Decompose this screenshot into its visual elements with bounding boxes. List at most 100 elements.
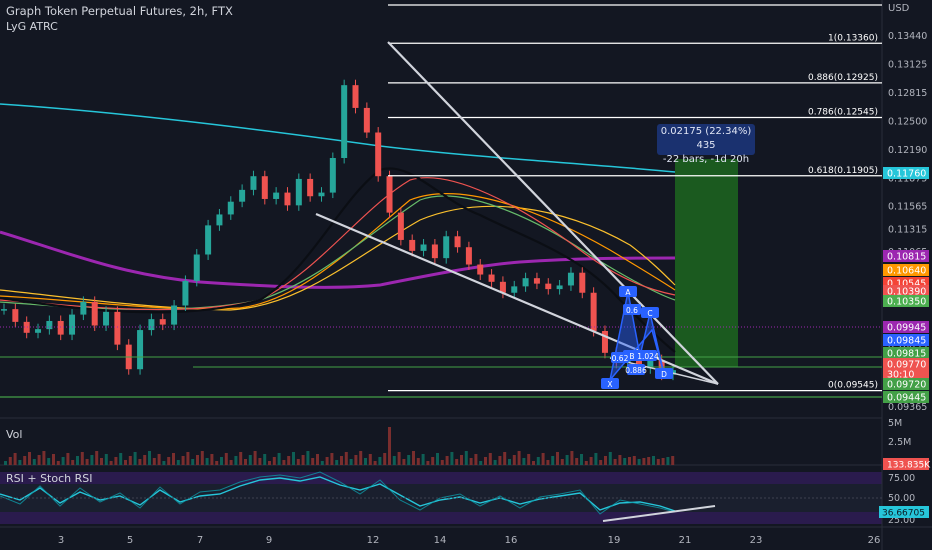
harmonic-label: A bbox=[625, 288, 631, 297]
candle-body bbox=[375, 132, 382, 177]
price-tick-label: 0.12190 bbox=[888, 145, 927, 156]
price-badge-label: 0.09815 bbox=[887, 349, 926, 360]
price-badge-label: 0.10350 bbox=[887, 297, 926, 308]
price-tick-label: 0.09365 bbox=[888, 402, 927, 413]
volume-bar bbox=[359, 451, 363, 465]
volume-bar bbox=[373, 461, 377, 465]
volume-bar bbox=[152, 458, 156, 465]
volume-tick-label: 5M bbox=[888, 418, 902, 429]
time-tick-label: 9 bbox=[266, 535, 272, 546]
volume-bar bbox=[95, 451, 99, 465]
volume-bar bbox=[210, 454, 214, 465]
fib-label: 0.786(0.12545) bbox=[808, 107, 878, 117]
price-tick-label: 0.12815 bbox=[888, 88, 927, 99]
currency-label: USD bbox=[888, 3, 910, 14]
volume-bar bbox=[32, 459, 36, 465]
price-axis-group[interactable]: 0.134400.131250.128150.125000.121900.118… bbox=[879, 31, 931, 526]
measure-tooltip-line2: -22 bars, -1d 20h bbox=[662, 154, 750, 165]
candle-body bbox=[193, 254, 200, 281]
harmonic-label-bg bbox=[601, 378, 619, 389]
price-badge-label: 0.09445 bbox=[887, 393, 926, 404]
volume-bar bbox=[623, 458, 627, 465]
volume-bar bbox=[392, 456, 396, 465]
volume-bar bbox=[512, 455, 516, 465]
harmonic-label-bg bbox=[655, 368, 673, 379]
volume-bar bbox=[124, 460, 127, 465]
rsi-pane-label: RSI + Stoch RSI bbox=[6, 472, 93, 485]
candle-body bbox=[295, 178, 302, 206]
volume-bar bbox=[661, 458, 665, 465]
rsi-badge-label: 36.66705 bbox=[882, 509, 925, 519]
candle-body bbox=[522, 278, 529, 287]
volume-bar bbox=[205, 458, 209, 465]
volume-bar bbox=[100, 458, 103, 465]
candle-body bbox=[511, 286, 518, 293]
price-badge bbox=[883, 378, 929, 390]
candle-body bbox=[420, 244, 427, 251]
candle-body bbox=[1, 309, 7, 311]
volume-bar bbox=[469, 458, 473, 465]
candles-group bbox=[1, 79, 676, 381]
volume-bar bbox=[215, 461, 219, 465]
rsi-tick-label: 25.00 bbox=[888, 515, 915, 526]
volume-bar bbox=[436, 453, 439, 465]
volume-bar bbox=[671, 456, 675, 465]
volume-bar bbox=[23, 456, 27, 465]
volume-bar bbox=[498, 456, 502, 465]
price-badge bbox=[883, 368, 929, 380]
candle-body bbox=[601, 330, 608, 353]
time-tick-label: 19 bbox=[608, 535, 621, 546]
volume-bar bbox=[277, 453, 281, 465]
volume-bar bbox=[479, 461, 483, 465]
price-badge bbox=[883, 264, 929, 276]
volume-bar bbox=[104, 454, 108, 465]
volume-bar bbox=[378, 457, 382, 465]
volume-bar bbox=[176, 460, 180, 465]
harmonic-label-bg bbox=[611, 352, 629, 363]
volume-bar bbox=[599, 460, 603, 465]
volume-bar bbox=[18, 460, 22, 465]
volume-bar bbox=[220, 457, 223, 465]
volume-bar bbox=[364, 458, 367, 465]
volume-bar bbox=[546, 460, 550, 465]
volume-bar bbox=[196, 455, 199, 465]
price-badge-label: 0.10545 bbox=[887, 279, 926, 290]
volume-bar bbox=[349, 459, 353, 465]
price-badge-label: 0.11760 bbox=[887, 169, 926, 180]
time-axis-group[interactable]: 3 5 7 9 12 14 16 19 21 23 26 bbox=[58, 535, 881, 546]
volume-bar bbox=[56, 461, 60, 465]
volume-bar bbox=[416, 458, 420, 465]
price-badge bbox=[883, 285, 929, 297]
candle-body bbox=[80, 301, 87, 315]
volume-bar bbox=[541, 453, 545, 465]
volume-bar bbox=[536, 457, 540, 465]
volume-bar bbox=[575, 458, 579, 465]
indicator-name: LyG ATRC bbox=[6, 20, 58, 33]
measure-target-box bbox=[675, 159, 738, 367]
volume-badge bbox=[883, 458, 929, 470]
volume-bar bbox=[287, 456, 291, 465]
candle-body bbox=[205, 225, 212, 255]
volume-bar bbox=[517, 451, 521, 465]
volume-bar bbox=[368, 454, 372, 465]
harmonic-label: X bbox=[607, 380, 612, 389]
volume-bar bbox=[551, 456, 555, 465]
volume-bar bbox=[344, 452, 348, 465]
candle-body bbox=[567, 272, 574, 286]
candle-body bbox=[182, 280, 189, 306]
rsi-line bbox=[0, 476, 676, 512]
ema-yellow-line bbox=[0, 205, 676, 311]
volume-bar bbox=[42, 451, 46, 465]
harmonic-label: B bbox=[629, 352, 634, 361]
price-tick-label: 0.13440 bbox=[888, 31, 927, 42]
volume-bar bbox=[522, 458, 526, 465]
volume-bar bbox=[248, 455, 252, 465]
measure-tooltip-line1: 0.02175 (22.34%) 435 bbox=[660, 126, 752, 151]
volume-bar bbox=[388, 427, 391, 465]
price-tick-label: 0.11565 bbox=[888, 202, 927, 213]
volume-bar bbox=[172, 453, 175, 465]
volume-bar bbox=[570, 451, 574, 465]
candle-body bbox=[318, 192, 325, 197]
volume-bar bbox=[656, 459, 660, 465]
